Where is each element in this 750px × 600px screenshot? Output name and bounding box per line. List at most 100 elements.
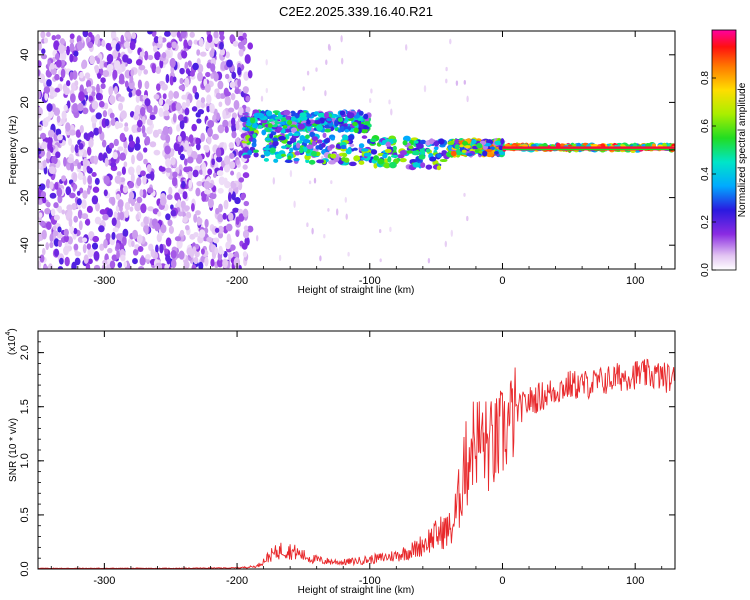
- spectrogram-cell: [38, 147, 42, 155]
- spectrogram-cell: [196, 180, 203, 187]
- spectrogram-cell: [161, 83, 168, 91]
- spectrogram-cell: [65, 186, 72, 196]
- spectrogram-cell: [454, 144, 460, 150]
- spectrogram-cell: [44, 92, 49, 101]
- spectrogram-cell: [135, 94, 140, 103]
- spectrogram-cell: [98, 100, 105, 108]
- spectrogram-cell: [41, 48, 46, 55]
- spectrogram-cell: [136, 126, 142, 133]
- spectrogram-cell: [118, 73, 125, 84]
- spectrogram-cell: [153, 36, 160, 44]
- spectrogram-cell: [245, 95, 251, 102]
- colorbar-label: Normalized spectral amplitude: [737, 82, 748, 217]
- spectrogram-cell: [111, 231, 116, 240]
- spectrogram-cell: [463, 145, 471, 149]
- spectrogram-cell: [195, 154, 203, 165]
- spectrogram-cell: [77, 102, 84, 112]
- spectrogram-cell: [238, 177, 245, 183]
- spectrogram-cell: [410, 137, 419, 141]
- spectrogram-cell: [429, 156, 437, 162]
- y-tick-label: 2.0: [19, 345, 31, 360]
- spectrogram-cell: [278, 135, 286, 141]
- spectrogram-cell: [83, 254, 89, 265]
- spectrogram-cell: [187, 39, 193, 47]
- spectrogram-cell: [260, 119, 268, 124]
- spectrogram-cell: [139, 256, 146, 266]
- spectrogram-cell: [38, 142, 41, 148]
- spectrogram-cell: [346, 112, 355, 119]
- spectrogram-cell: [149, 171, 155, 181]
- spectrogram-cell: [165, 73, 170, 84]
- spectrogram-cell: [330, 136, 335, 141]
- spectrogram-cell: [173, 91, 180, 99]
- spectrogram-cell: [128, 91, 133, 98]
- spectrogram-cell: [328, 160, 336, 165]
- spectrogram-cell: [55, 151, 61, 159]
- spectrogram-cell: [122, 235, 127, 246]
- spectrogram-cell: [117, 146, 124, 152]
- spectrogram-cell: [433, 140, 440, 147]
- spectrogram-cell: [311, 227, 314, 235]
- spectrogram-cell: [360, 128, 368, 134]
- spectrogram-cell: [284, 159, 293, 164]
- spectrogram-cell: [143, 147, 148, 153]
- spectrogram-cell: [243, 200, 250, 207]
- spectrogram-cell: [66, 80, 71, 87]
- spectrogram-cell: [136, 119, 143, 128]
- spectrogram-cell: [202, 167, 207, 177]
- spectrogram-cell: [212, 172, 217, 178]
- spectrogram-cell: [119, 132, 126, 142]
- spectrogram-cell: [168, 225, 174, 234]
- spectrogram-cell: [168, 90, 174, 101]
- spectrogram-cell: [247, 225, 254, 233]
- spectrogram-cell: [45, 221, 52, 230]
- spectrogram-cell: [78, 142, 84, 150]
- spectrogram-cell: [120, 110, 127, 120]
- spectrogram-cell: [53, 40, 60, 51]
- spectrogram-cell: [120, 34, 125, 45]
- spectrogram-cell: [235, 120, 240, 131]
- spectrogram-cell: [59, 257, 64, 265]
- spectrogram-cell: [166, 257, 171, 265]
- spectrogram-cell: [56, 115, 61, 123]
- snr-series-group: [38, 358, 675, 569]
- spectrogram-cell: [41, 229, 47, 240]
- spectrogram-cell: [178, 250, 185, 260]
- spectrogram-cell: [213, 72, 219, 82]
- spectrogram-cell: [195, 187, 201, 197]
- spectrogram-cell: [237, 35, 245, 41]
- spectrogram-cell: [188, 134, 194, 144]
- spectrogram-cell: [219, 31, 225, 37]
- spectrogram-cell: [161, 52, 167, 59]
- spectrogram-cell: [214, 88, 220, 94]
- spectrogram-cell: [231, 191, 236, 201]
- spectrogram-cell: [78, 91, 85, 102]
- spectrogram-cell: [81, 213, 89, 220]
- spectrogram-cell: [61, 175, 67, 182]
- spectrogram-cell: [500, 138, 505, 145]
- spectrogram-cell: [38, 160, 42, 170]
- spectrogram-cell: [363, 113, 369, 120]
- spectrogram-cell: [388, 99, 391, 105]
- spectrogram-cell: [450, 229, 453, 237]
- spectrogram-cell: [113, 138, 119, 147]
- x-tick-label: -200: [226, 275, 248, 287]
- spectrogram-cell: [49, 233, 54, 243]
- spectrogram-cell: [485, 148, 493, 153]
- spectrogram-cell: [153, 94, 160, 100]
- spectrogram-cell: [117, 199, 124, 209]
- spectrogram-cell: [240, 116, 248, 123]
- spectrogram-cell: [131, 32, 137, 40]
- spectrogram-cell: [92, 186, 100, 193]
- spectrogram-cell: [449, 38, 452, 45]
- spectrogram-cell: [65, 122, 71, 132]
- spectrogram-cell: [134, 110, 139, 117]
- spectrogram-cell: [146, 118, 153, 126]
- spectrogram-cell: [191, 264, 197, 269]
- spectrogram-cell: [149, 114, 156, 121]
- spectrogram-cell: [179, 77, 184, 85]
- spectrogram-cell: [191, 123, 198, 132]
- spectrogram-cell: [38, 212, 43, 218]
- spectrogram-cell: [144, 80, 150, 90]
- spectrogram-cell: [165, 213, 171, 221]
